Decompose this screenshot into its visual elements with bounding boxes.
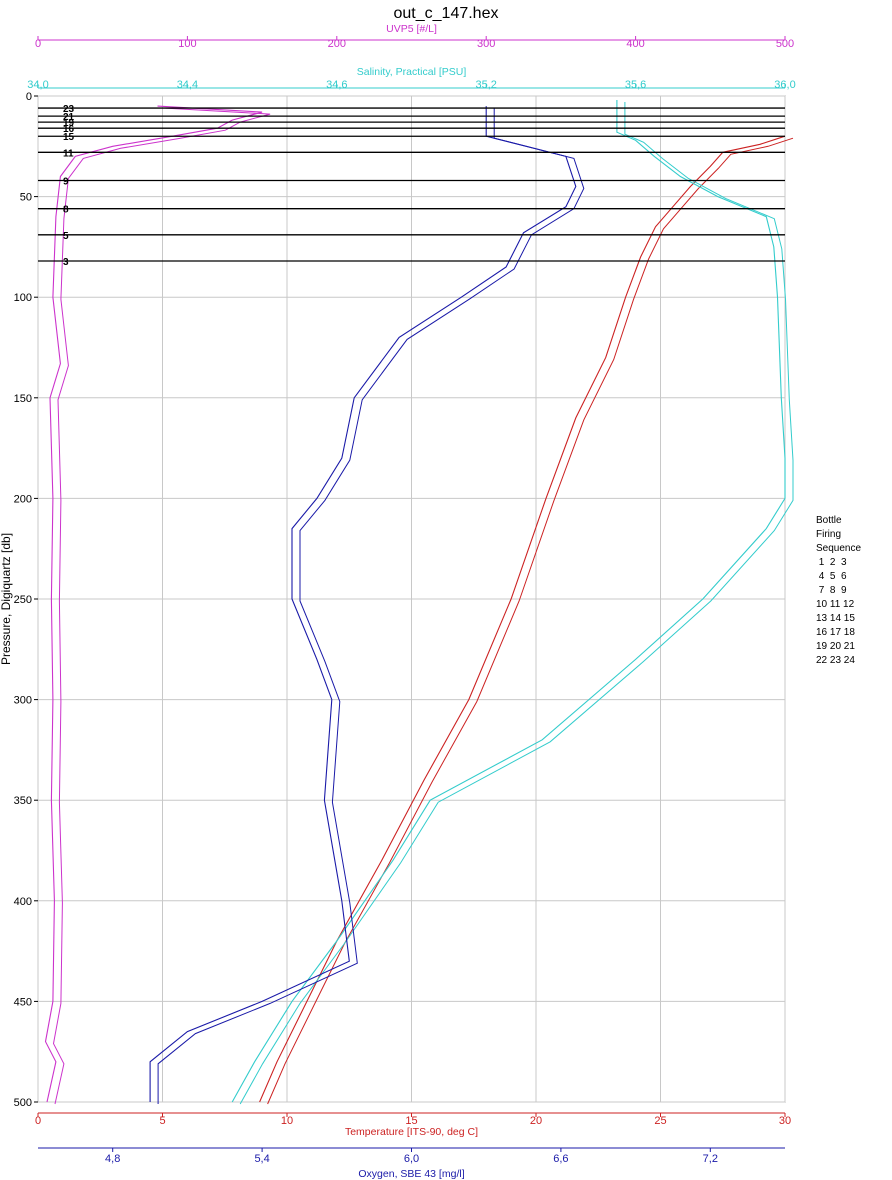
y-tick-label: 200 [14, 493, 32, 505]
temp-tick-label: 15 [405, 1115, 417, 1127]
oxy-tick-label: 4,8 [105, 1153, 120, 1165]
sal-tick-label: 34,0 [27, 79, 48, 91]
temp-tick-label: 30 [779, 1115, 791, 1127]
bottle-label: 16 [63, 124, 75, 135]
series-temperature-upcast [267, 137, 794, 1105]
bottle-label: 19 [63, 118, 75, 129]
y-tick-label: 450 [14, 996, 32, 1008]
sal-tick-label: 35,2 [475, 79, 496, 91]
uvp-tick-label: 100 [178, 38, 196, 50]
bottle-label: 11 [63, 148, 74, 159]
bottle-label: 5 [63, 231, 69, 242]
bottle-label: 15 [63, 132, 75, 143]
y-tick-label: 250 [14, 594, 32, 606]
legend-row: 13 14 15 [816, 613, 855, 624]
sal-tick-label: 36,0 [774, 79, 795, 91]
legend-row: 19 20 21 [816, 641, 855, 652]
chart-title: out_c_147.hex [394, 5, 499, 22]
y-tick-label: 50 [20, 192, 32, 204]
y-tick-label: 350 [14, 795, 32, 807]
oxy-tick-label: 5,4 [254, 1153, 269, 1165]
legend-row: 1 2 3 [816, 557, 847, 568]
bottle-label: 9 [63, 177, 69, 188]
legend-title-line: Firing [816, 529, 842, 540]
series-salinity-upcast [239, 102, 794, 1105]
axes: 050100150200250300350400450500Pressure, … [0, 23, 796, 1180]
series-temperature [259, 135, 786, 1103]
series-group [44, 100, 794, 1105]
uvp-tick-label: 400 [626, 38, 644, 50]
sal-axis-title: Salinity, Practical [PSU] [357, 66, 467, 78]
y-tick-label: 500 [14, 1097, 32, 1109]
uvp-tick-label: 300 [477, 38, 495, 50]
sal-tick-label: 34,6 [326, 79, 347, 91]
temp-tick-label: 5 [159, 1115, 165, 1127]
legend-row: 7 8 9 [816, 585, 847, 596]
legend-row: 16 17 18 [816, 627, 855, 638]
series-salinity [231, 100, 786, 1103]
uvp-tick-label: 500 [776, 38, 794, 50]
series-oxygen [149, 106, 577, 1102]
oxy-tick-label: 6,0 [404, 1153, 419, 1165]
grid [37, 95, 786, 1103]
temp-tick-label: 0 [35, 1115, 41, 1127]
bottle-label: 3 [63, 257, 69, 268]
sal-tick-label: 35,6 [625, 79, 646, 91]
bottle-label: 21 [63, 112, 75, 123]
series-uvp5-upcast [52, 107, 271, 1105]
y-axis-label: Pressure, Digiquartz [db] [0, 533, 13, 665]
bottle-label: 23 [63, 104, 75, 115]
legend-row: 22 23 24 [816, 655, 855, 666]
legend-title-line: Bottle [816, 515, 842, 526]
oxy-tick-label: 7,2 [703, 1153, 718, 1165]
sal-tick-label: 34,4 [177, 79, 198, 91]
y-tick-label: 0 [26, 91, 32, 103]
temp-tick-label: 25 [654, 1115, 666, 1127]
temp-tick-label: 10 [281, 1115, 293, 1127]
oxy-tick-label: 6,6 [553, 1153, 568, 1165]
series-uvp5 [44, 105, 263, 1103]
uvp-axis-title: UVP5 [#/L] [386, 23, 437, 35]
y-tick-label: 400 [14, 896, 32, 908]
legend-row: 10 11 12 [816, 599, 855, 610]
temp-axis-title: Temperature [ITS-90, deg C] [345, 1126, 478, 1138]
series-oxygen-upcast [157, 108, 585, 1104]
bottle-legend: Bottle Firing Sequence 1 2 3 4 5 6 7 8 9 10… [816, 514, 861, 668]
temp-tick-label: 20 [530, 1115, 542, 1127]
y-tick-label: 300 [14, 695, 32, 707]
y-tick-label: 150 [14, 393, 32, 405]
y-tick-label: 100 [14, 292, 32, 304]
legend-title-line: Sequence [816, 543, 862, 554]
legend-row: 4 5 6 [816, 571, 847, 582]
bottle-label: 8 [63, 205, 69, 216]
uvp-tick-label: 200 [328, 38, 346, 50]
uvp-tick-label: 0 [35, 38, 41, 50]
oxy-axis-title: Oxygen, SBE 43 [mg/l] [358, 1168, 464, 1180]
